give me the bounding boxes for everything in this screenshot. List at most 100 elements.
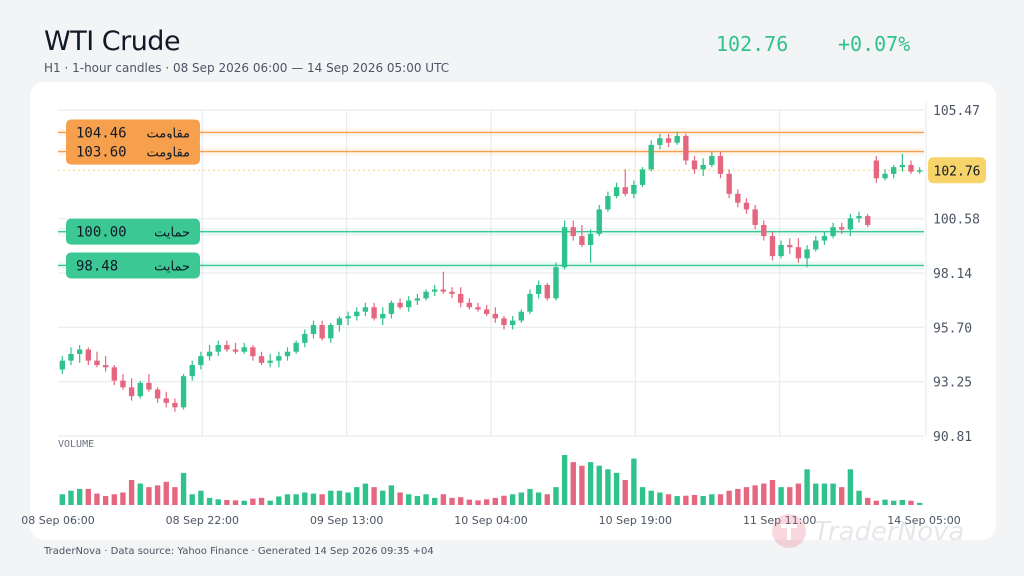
- volume-bar: [128, 480, 135, 505]
- volume-bar: [527, 488, 533, 505]
- volume-bar: [59, 494, 66, 505]
- candle: [232, 342, 239, 354]
- volume-bar: [648, 490, 654, 505]
- candle: [449, 287, 455, 299]
- candle-body: [553, 267, 559, 299]
- volume-bar: [397, 492, 403, 505]
- volume-bar: [68, 490, 74, 505]
- candle: [128, 378, 135, 401]
- candle-body: [423, 291, 429, 299]
- candle: [605, 191, 611, 212]
- candle: [518, 309, 524, 323]
- candle: [613, 182, 620, 199]
- volume-bar: [509, 494, 516, 505]
- candle-body: [68, 353, 74, 361]
- last-price-tag-value: 102.76: [934, 164, 981, 179]
- volume-bar: [804, 469, 810, 505]
- candle-body: [726, 173, 732, 194]
- candle: [293, 340, 299, 354]
- volume-bar: [284, 494, 291, 505]
- level-tag-label: مقاومت: [146, 126, 190, 141]
- level-tag-value: 100.00: [76, 225, 127, 241]
- x-tick-label: 08 Sep 22:00: [166, 514, 239, 527]
- volume-bar: [180, 472, 187, 505]
- volume-bar: [657, 492, 663, 505]
- candle: [691, 156, 698, 174]
- volume-bar: [258, 497, 265, 505]
- candle: [371, 302, 377, 321]
- candle-body: [111, 367, 117, 381]
- candle: [657, 133, 663, 150]
- volume-bar: [605, 469, 611, 505]
- candle: [423, 289, 429, 301]
- watermark: TraderNova: [772, 514, 964, 548]
- candle: [120, 373, 126, 390]
- volume-bar: [406, 494, 412, 505]
- volume-bar: [908, 500, 914, 505]
- candle-body: [821, 236, 828, 241]
- candle: [622, 169, 628, 197]
- candle: [639, 167, 646, 188]
- candle-body: [284, 351, 291, 357]
- candle-body: [59, 360, 66, 370]
- volume-bar: [232, 500, 239, 505]
- volume-bar: [146, 487, 152, 505]
- candle-body: [336, 318, 343, 326]
- page-title: WTI Crude: [44, 26, 181, 57]
- volume-bar: [709, 494, 715, 505]
- volume-bar: [570, 462, 576, 505]
- volume-bar: [94, 493, 100, 505]
- candle-body: [371, 307, 377, 319]
- candle-body: [787, 244, 793, 248]
- volume-bar: [154, 485, 161, 505]
- volume-bar: [561, 455, 568, 505]
- candle: [752, 204, 758, 230]
- candle: [102, 356, 109, 372]
- volume-bar: [458, 497, 464, 505]
- volume-bar: [873, 500, 880, 505]
- candle: [319, 320, 325, 341]
- candle-body: [761, 224, 767, 237]
- x-tick-label: 11 Sep 11:00: [743, 514, 816, 527]
- volume-bar: [674, 496, 680, 505]
- candle: [345, 311, 351, 326]
- candle-body: [804, 249, 810, 259]
- candle-body: [648, 144, 654, 170]
- volume-bar: [683, 495, 689, 505]
- candle: [631, 180, 637, 199]
- candle-body: [700, 164, 706, 170]
- volume-bar: [813, 483, 819, 505]
- candle: [544, 282, 550, 301]
- volume-bar: [85, 488, 91, 505]
- last-price: 102.76: [716, 32, 789, 56]
- candle-body: [908, 164, 914, 172]
- candle-body: [501, 318, 507, 326]
- footer-note: TraderNova · Data source: Yahoo Finance …: [44, 546, 434, 557]
- candle: [761, 220, 767, 241]
- candle: [111, 365, 117, 386]
- level-tag-bg: [66, 252, 200, 279]
- y-tick-label: 93.25: [933, 376, 972, 391]
- candle-body: [665, 138, 672, 143]
- candle-body: [475, 307, 481, 310]
- candle: [440, 271, 447, 294]
- candle-body: [778, 244, 784, 257]
- candle-body: [94, 360, 100, 366]
- candle-body: [492, 313, 499, 319]
- x-tick-label: 09 Sep 13:00: [310, 514, 383, 527]
- candle-body: [752, 209, 758, 225]
- y-tick-label: 105.47: [933, 104, 980, 119]
- volume-bar: [717, 494, 724, 505]
- volume-bar: [293, 494, 299, 505]
- candle-body: [172, 402, 178, 408]
- volume-bar: [224, 500, 230, 505]
- volume-bar: [865, 497, 871, 505]
- candle: [432, 285, 438, 297]
- candle-body: [570, 227, 576, 237]
- volume-bar: [726, 490, 732, 505]
- candle: [267, 353, 273, 368]
- candle: [354, 307, 360, 321]
- candle-body: [189, 365, 195, 377]
- volume-layer: [59, 455, 923, 505]
